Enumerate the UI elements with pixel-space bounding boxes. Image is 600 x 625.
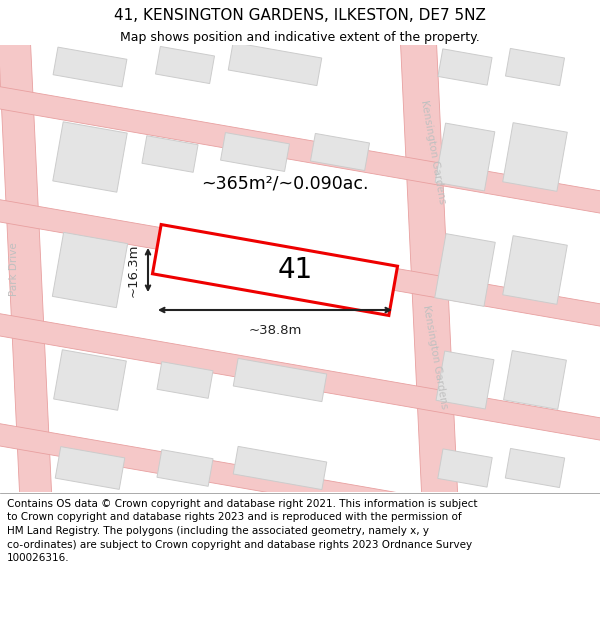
Text: co-ordinates) are subject to Crown copyright and database rights 2023 Ordnance S: co-ordinates) are subject to Crown copyr… <box>7 539 472 549</box>
Polygon shape <box>228 42 322 86</box>
Text: 41, KENSINGTON GARDENS, ILKESTON, DE7 5NZ: 41, KENSINGTON GARDENS, ILKESTON, DE7 5N… <box>114 8 486 23</box>
Polygon shape <box>142 136 198 172</box>
Polygon shape <box>53 47 127 87</box>
Text: 41: 41 <box>277 256 313 284</box>
Text: Map shows position and indicative extent of the property.: Map shows position and indicative extent… <box>120 31 480 44</box>
Polygon shape <box>0 199 600 327</box>
Polygon shape <box>233 358 327 402</box>
Polygon shape <box>435 123 495 191</box>
Polygon shape <box>438 49 492 85</box>
Text: ~16.3m: ~16.3m <box>127 243 140 297</box>
Polygon shape <box>221 132 289 171</box>
Polygon shape <box>436 351 494 409</box>
Polygon shape <box>503 351 566 409</box>
Polygon shape <box>155 46 215 84</box>
Polygon shape <box>503 236 567 304</box>
Polygon shape <box>52 232 128 308</box>
Polygon shape <box>55 447 125 489</box>
Polygon shape <box>157 450 213 486</box>
Text: Park Drive: Park Drive <box>9 242 19 296</box>
Text: Contains OS data © Crown copyright and database right 2021. This information is : Contains OS data © Crown copyright and d… <box>7 499 478 509</box>
Polygon shape <box>157 362 213 398</box>
Text: 100026316.: 100026316. <box>7 553 70 563</box>
Polygon shape <box>503 122 567 191</box>
Text: Kensington Gardens: Kensington Gardens <box>421 304 449 410</box>
Polygon shape <box>53 122 127 192</box>
Polygon shape <box>0 31 52 502</box>
Polygon shape <box>0 313 600 441</box>
Text: to Crown copyright and database rights 2023 and is reproduced with the permissio: to Crown copyright and database rights 2… <box>7 512 461 522</box>
Polygon shape <box>0 423 600 551</box>
Polygon shape <box>310 133 370 171</box>
Text: ~365m²/~0.090ac.: ~365m²/~0.090ac. <box>201 175 369 193</box>
Polygon shape <box>505 449 565 488</box>
Polygon shape <box>400 31 458 503</box>
Polygon shape <box>438 449 492 487</box>
Text: Kensington Gardens: Kensington Gardens <box>419 99 447 205</box>
Polygon shape <box>53 350 127 410</box>
Polygon shape <box>435 234 495 306</box>
Text: HM Land Registry. The polygons (including the associated geometry, namely x, y: HM Land Registry. The polygons (includin… <box>7 526 429 536</box>
Polygon shape <box>233 446 327 489</box>
Polygon shape <box>0 86 600 214</box>
Polygon shape <box>152 224 398 316</box>
Polygon shape <box>505 48 565 86</box>
Text: ~38.8m: ~38.8m <box>248 324 302 337</box>
